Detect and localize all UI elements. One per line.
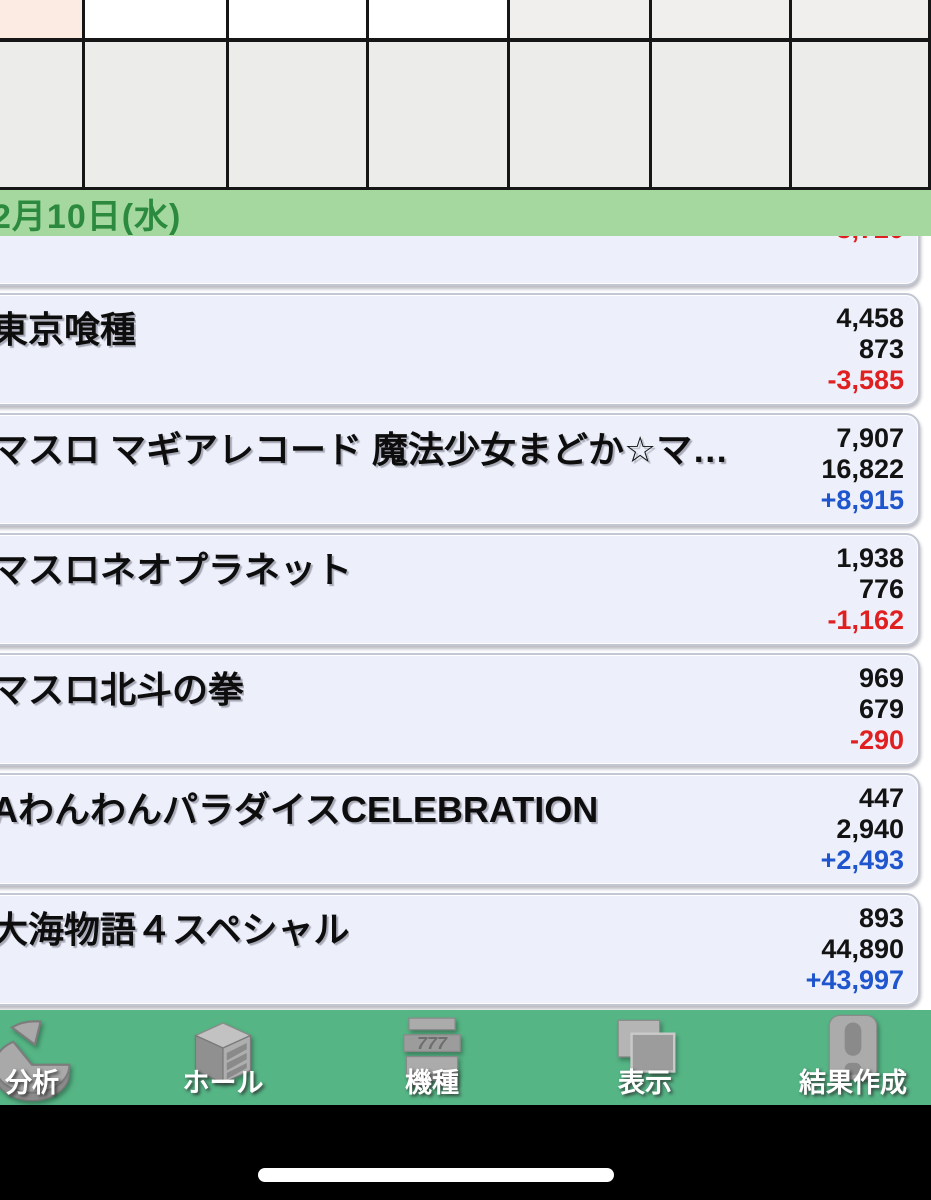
machine-value2: 873: [858, 334, 904, 364]
grid-cell: [792, 0, 928, 38]
machine-card[interactable]: 大海物語４スペシャル 893 44,890 +43,997: [0, 893, 920, 1006]
machine-diff-value: -1,162: [827, 605, 904, 635]
grid-cell: [229, 0, 366, 38]
grid-cell: [369, 0, 507, 38]
machine-diff-value: +43,997: [805, 965, 904, 995]
machine-value1: 1,938: [836, 543, 904, 573]
grid-cell: [652, 0, 789, 38]
tab-display[interactable]: 表示: [570, 1010, 720, 1105]
pie-chart-icon: [0, 1013, 78, 1105]
tab-label: 機種: [405, 1068, 459, 1098]
machine-card[interactable]: 東京喰種 4,458 873 -3,585: [0, 293, 920, 406]
machine-value2: 16,822: [821, 454, 904, 484]
machine-name: マスロ北斗の拳: [0, 669, 245, 710]
tab-machine-type[interactable]: 777 機種: [357, 1010, 507, 1105]
machine-name: 東京喰種: [0, 309, 137, 350]
slot-machine-777-icon: 777: [391, 1013, 473, 1100]
grid-cell: [85, 42, 226, 187]
hall-cabinet-icon: [183, 1013, 263, 1098]
grid-cell: [510, 42, 649, 187]
result-create-icon: [815, 1013, 891, 1094]
home-indicator[interactable]: [258, 1168, 614, 1182]
tab-hall[interactable]: ホール: [148, 1010, 298, 1105]
grid-cell: [229, 42, 366, 187]
machine-value2: 44,890: [821, 934, 904, 964]
machine-diff-value: +2,493: [820, 845, 904, 875]
tab-label: 表示: [618, 1068, 672, 1098]
machine-card[interactable]: マスロ北斗の拳 969 679 -290: [0, 653, 920, 766]
overlapping-windows-icon: [606, 1013, 684, 1096]
grid-cell: [652, 42, 789, 187]
machine-card[interactable]: マスロ マギアレコード 魔法少女まどか☆マ… 7,907 16,822 +8,9…: [0, 413, 920, 526]
tab-analysis[interactable]: 分析: [0, 1010, 112, 1105]
tab-label: 結果作成: [799, 1068, 907, 1098]
bottom-toolbar: 分析 ホール 777 機種: [0, 1010, 931, 1105]
machine-value1: 4,458: [836, 303, 904, 333]
svg-text:777: 777: [417, 1033, 448, 1053]
machine-value2: 679: [858, 694, 904, 724]
machine-value1: 893: [858, 903, 904, 933]
machine-value2: 776: [858, 574, 904, 604]
device-bottom-bar: [0, 1105, 931, 1200]
tab-label: 分析: [5, 1068, 59, 1098]
machine-value1: 447: [858, 783, 904, 813]
machine-name: マスロ マギアレコード 魔法少女まどか☆マ…: [0, 429, 729, 470]
grid-cell: [369, 42, 507, 187]
grid-cell: [0, 0, 82, 38]
grid-cell: [85, 0, 226, 38]
machine-card[interactable]: AわんわんパラダイスCELEBRATION 447 2,940 +2,493: [0, 773, 920, 886]
grid-cell: [510, 0, 649, 38]
date-label: 2月10日(水): [0, 197, 182, 236]
machine-value1: 969: [858, 663, 904, 693]
machine-value2: 2,940: [836, 814, 904, 844]
machine-value1: 7,907: [836, 423, 904, 453]
data-grid-table: [0, 0, 931, 190]
machine-name: 大海物語４スペシャル: [0, 909, 350, 950]
machine-diff-value: +8,915: [820, 485, 904, 515]
date-header-bar: 2月10日(水): [0, 190, 931, 236]
tab-label: ホール: [182, 1068, 264, 1098]
machine-name: AわんわんパラダイスCELEBRATION: [0, 789, 599, 830]
machine-diff-value: -3,585: [827, 365, 904, 395]
tab-create-result[interactable]: 結果作成: [775, 1010, 931, 1105]
machine-name: マスロネオプラネット: [0, 549, 353, 590]
machine-diff-value: -290: [849, 725, 904, 755]
grid-cell: [0, 42, 82, 187]
grid-cell: [792, 42, 928, 187]
machine-card[interactable]: マスロネオプラネット 1,938 776 -1,162: [0, 533, 920, 646]
